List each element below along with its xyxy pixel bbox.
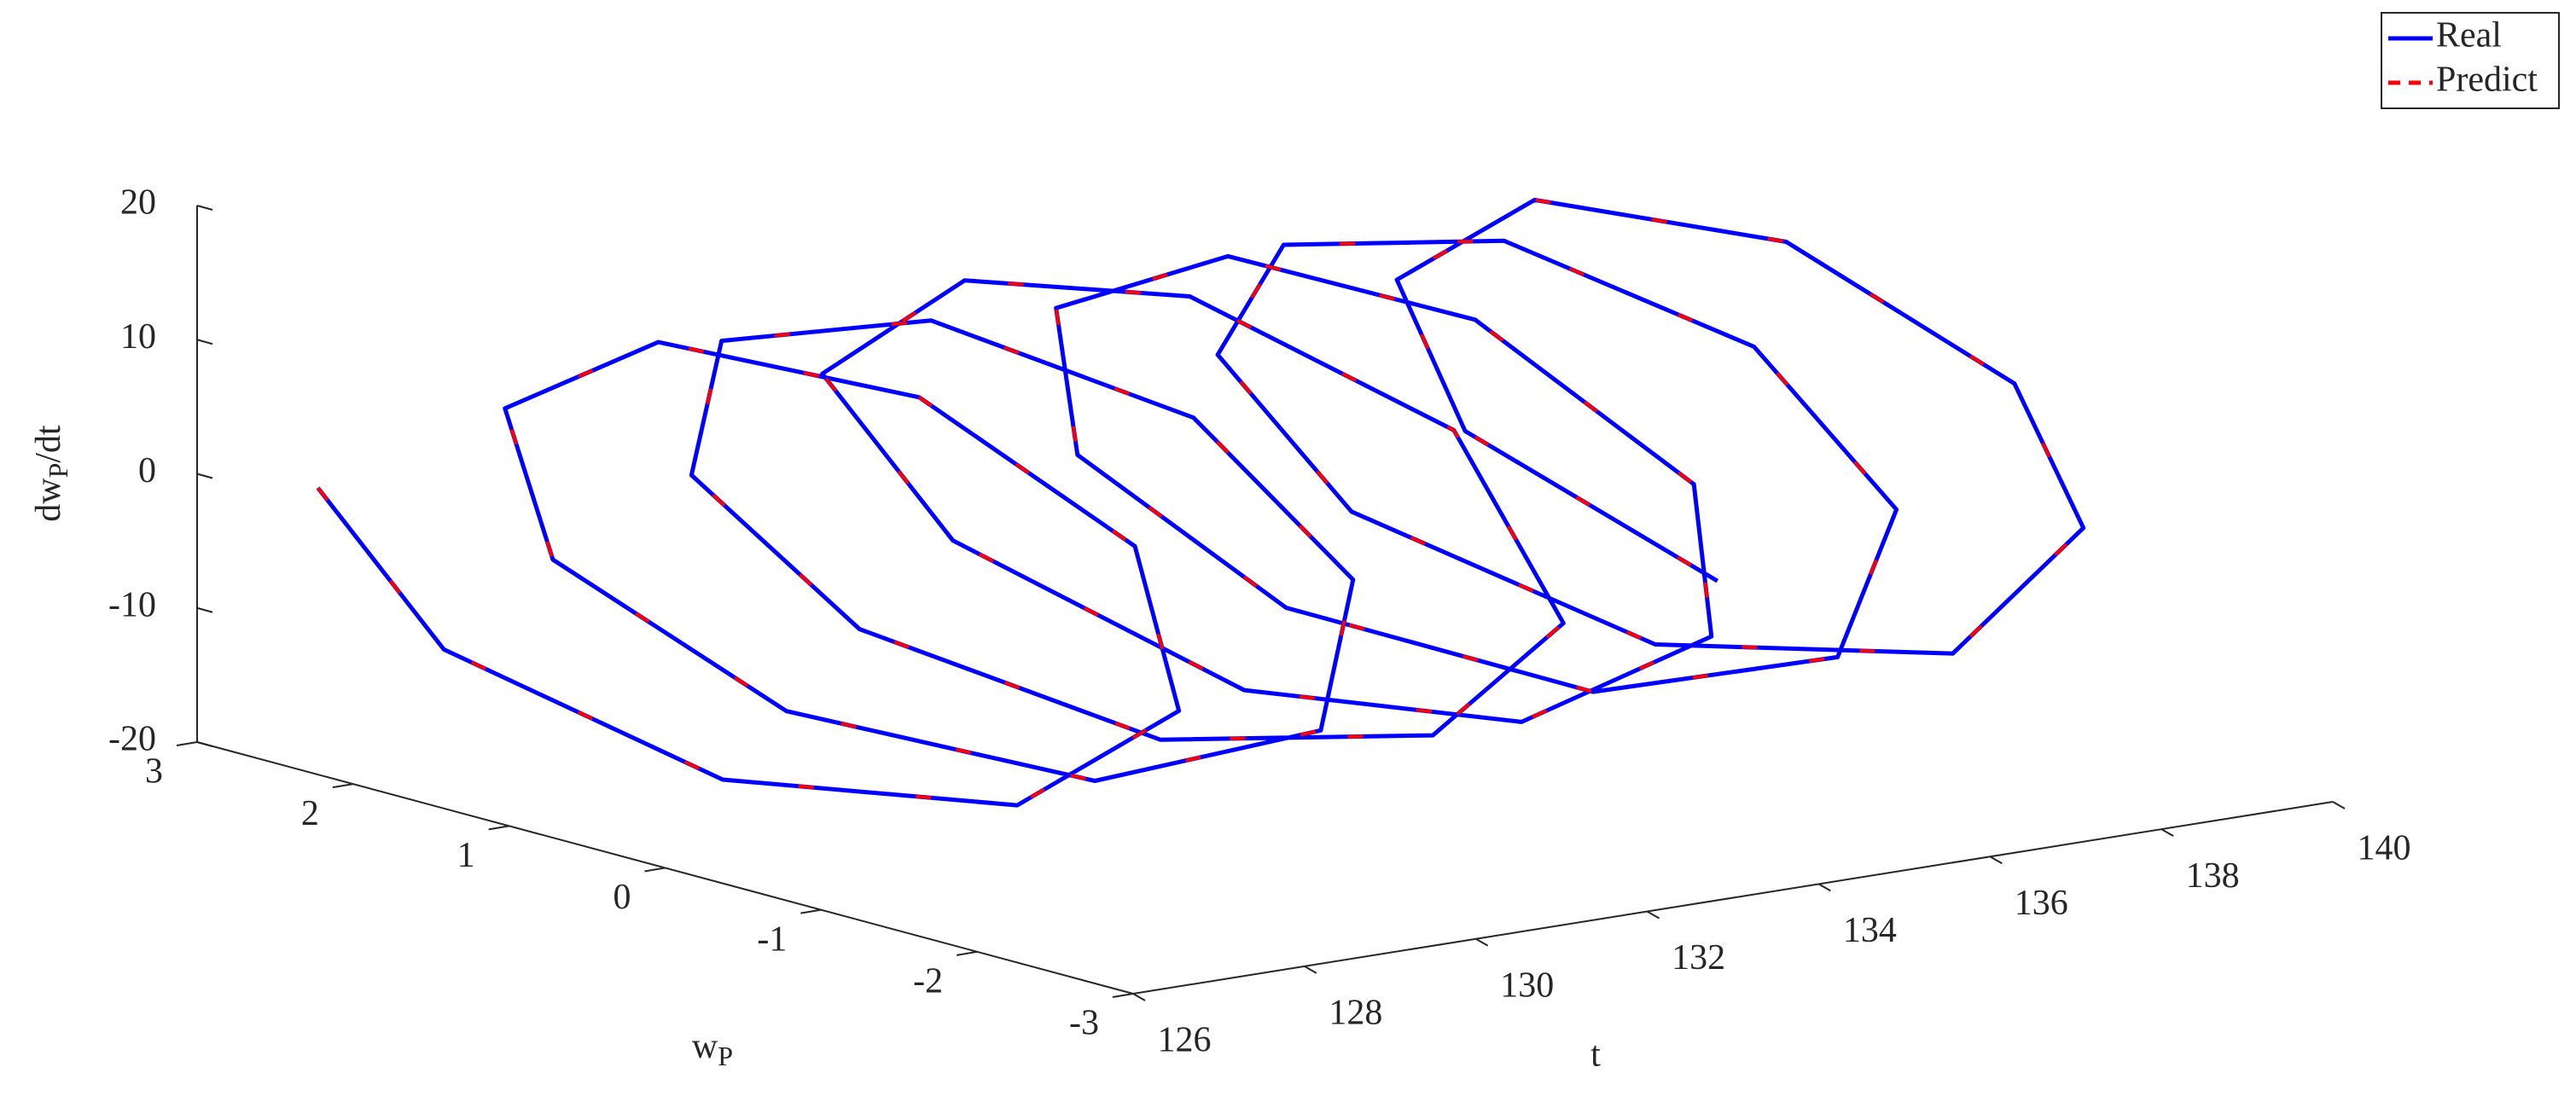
y-tick <box>332 783 353 789</box>
x-tick-label: 134 <box>1843 911 1897 950</box>
x-tick-label: 138 <box>2186 856 2240 896</box>
x-tick <box>1475 937 1489 947</box>
legend-label: Predict <box>2436 61 2538 100</box>
x-axis-line <box>1132 801 2334 995</box>
z-tick <box>196 339 213 345</box>
y-tick-label: -3 <box>1069 1004 1099 1043</box>
z-tick-label: 0 <box>138 451 156 490</box>
x-axis-label: t <box>1590 1035 1601 1075</box>
y-tick-label: 0 <box>613 878 631 917</box>
x-tick-label: 132 <box>1672 938 1725 977</box>
legend-box <box>2381 12 2560 109</box>
x-tick <box>1989 856 2003 865</box>
y-tick <box>488 825 509 831</box>
x-tick <box>1132 993 1146 1001</box>
x-tick-label: 128 <box>1329 993 1382 1032</box>
y-tick <box>176 741 198 746</box>
z-tick-label: 10 <box>120 317 156 357</box>
legend-label: Real <box>2436 16 2502 55</box>
y-axis-label: wP <box>692 1027 733 1072</box>
y-axis-label-base: w <box>692 1027 718 1066</box>
z-tick <box>196 205 213 211</box>
z-tick-label: 20 <box>120 183 156 223</box>
z-axis-label-sub: P <box>43 463 73 479</box>
y-tick-label: -2 <box>913 961 943 1001</box>
z-tick <box>196 473 213 479</box>
y-tick-label: -1 <box>757 919 787 959</box>
y-tick-label: 3 <box>145 752 163 792</box>
x-tick <box>1647 910 1660 919</box>
z-tick-label: -10 <box>108 585 156 624</box>
x-tick <box>2332 801 2346 809</box>
y-tick-label: 1 <box>457 836 475 875</box>
series-line <box>316 197 2086 808</box>
x-tick-label: 140 <box>2358 829 2411 868</box>
x-tick <box>1817 883 1831 892</box>
series-line <box>317 198 2085 808</box>
y-tick <box>957 950 978 956</box>
y-tick <box>644 867 666 873</box>
z-axis-label-rest: /dt <box>29 425 68 463</box>
x-tick <box>1304 965 1317 974</box>
x-tick-label: 136 <box>2015 884 2068 923</box>
z-axis-label: dwP/dt <box>29 425 74 522</box>
y-tick-label: 2 <box>301 794 319 833</box>
x-tick-label: 126 <box>1158 1021 1212 1060</box>
y-axis-label-sub: P <box>718 1041 733 1071</box>
y-tick <box>800 908 822 914</box>
legend: Real Predict <box>2381 12 2560 109</box>
z-axis-label-base: dw <box>29 478 68 522</box>
z-tick <box>196 741 213 747</box>
z-tick <box>196 606 213 613</box>
y-tick <box>1112 993 1134 998</box>
z-tick-label: -20 <box>108 720 156 759</box>
x-tick-label: 130 <box>1500 966 1554 1005</box>
x-tick <box>2160 828 2174 838</box>
